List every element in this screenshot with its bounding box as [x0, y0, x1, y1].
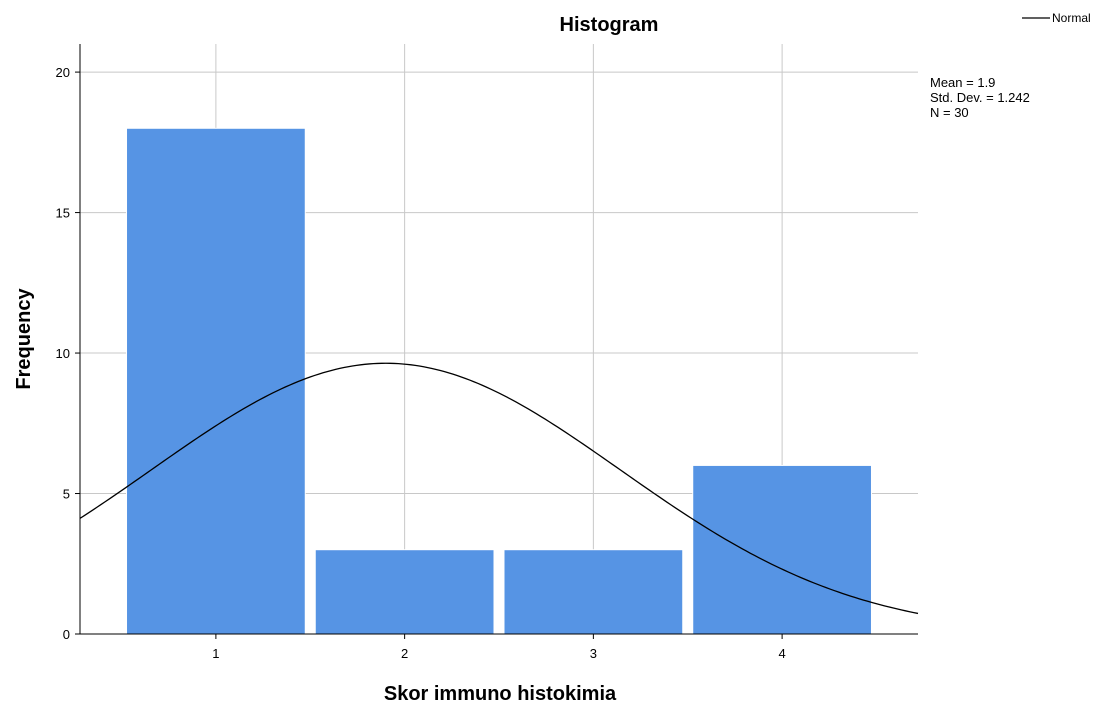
histogram-bar — [503, 549, 684, 635]
y-tick-label: 5 — [63, 487, 70, 502]
y-tick-labels: 0 5 10 15 20 — [56, 65, 70, 642]
x-tick-label: 4 — [778, 646, 785, 661]
legend: Normal — [1022, 11, 1091, 25]
stat-std-dev: Std. Dev. = 1.242 — [930, 90, 1030, 105]
chart-title: Histogram — [560, 14, 659, 36]
stats-box: Mean = 1.9 Std. Dev. = 1.242 N = 30 — [930, 75, 1030, 120]
histogram-bar — [126, 127, 306, 635]
normal-curve — [79, 362, 919, 615]
x-axis-label: Skor immuno histokimia — [384, 683, 617, 705]
x-tick-label: 3 — [590, 646, 597, 661]
x-tick-labels: 1 2 3 4 — [212, 646, 785, 661]
legend-label-normal: Normal — [1052, 11, 1091, 25]
histogram-bar — [314, 549, 495, 635]
y-tick-label: 10 — [56, 346, 70, 361]
y-axis-label: Frequency — [13, 288, 35, 390]
axes — [75, 44, 918, 639]
x-tick-label: 1 — [212, 646, 219, 661]
bars — [126, 127, 872, 635]
stat-n: N = 30 — [930, 105, 969, 120]
y-tick-label: 20 — [56, 65, 70, 80]
histogram-bar — [692, 464, 872, 635]
normal-curve-layer — [79, 362, 919, 615]
stat-mean: Mean = 1.9 — [930, 75, 995, 90]
x-tick-label: 2 — [401, 646, 408, 661]
y-tick-label: 15 — [56, 206, 70, 221]
y-tick-label: 0 — [63, 627, 70, 642]
